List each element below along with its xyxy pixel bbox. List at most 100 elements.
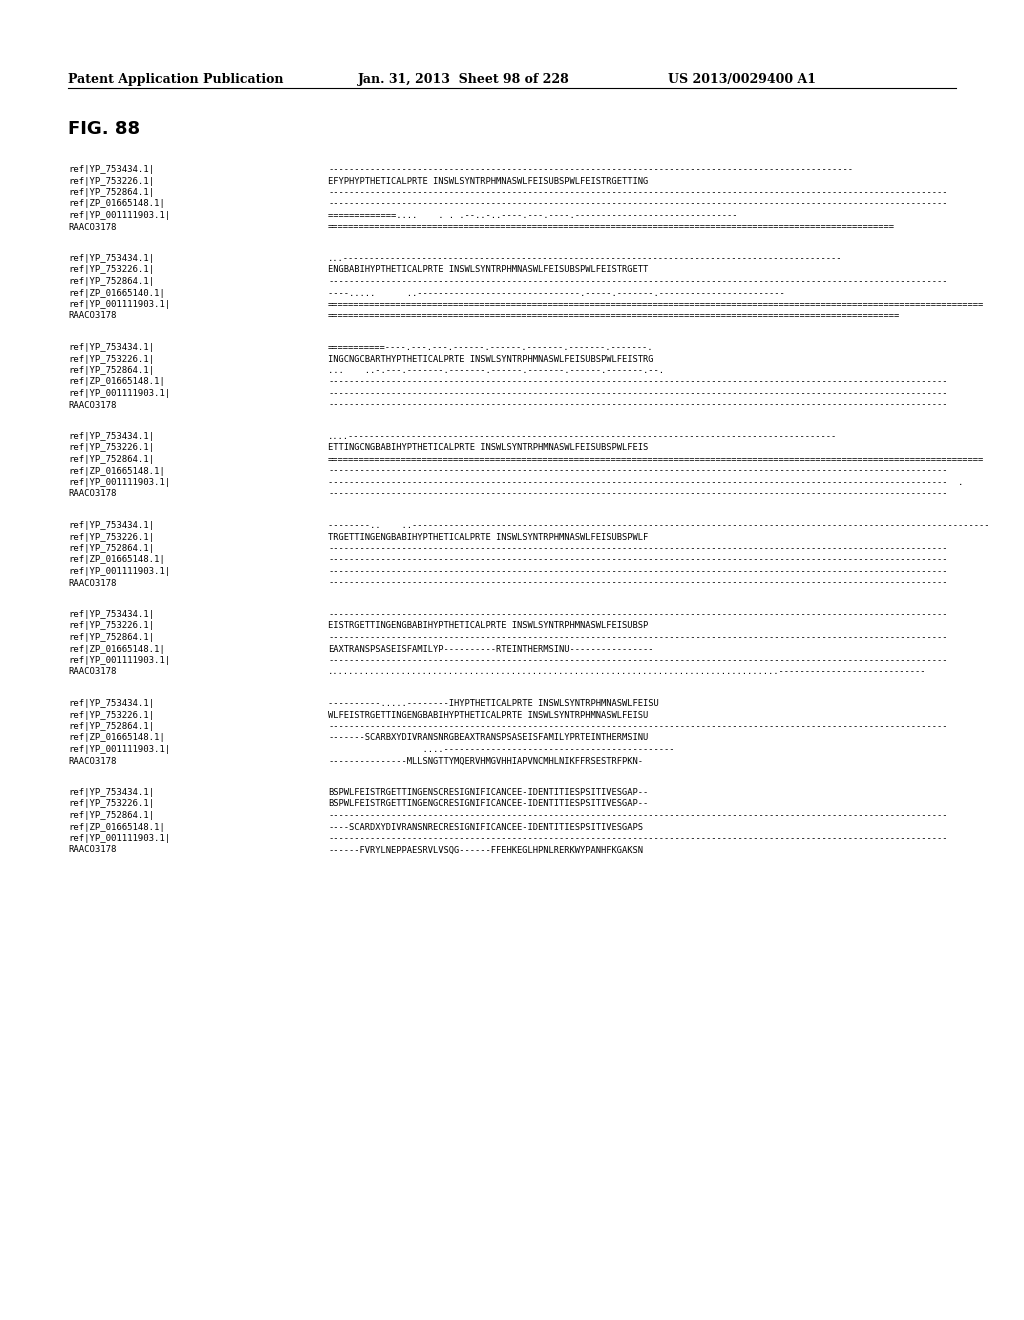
Text: ===========----.---.---.------.------.-------.-------.-------.: ===========----.---.---.------.------.--… <box>328 343 653 352</box>
Text: RAACO3178: RAACO3178 <box>68 668 117 676</box>
Text: ref|YP_752864.1|: ref|YP_752864.1| <box>68 187 154 197</box>
Text: =============....    . . .--..-..----.---.----.-------------------------------: =============.... . . .--..-..----.---.-… <box>328 211 737 220</box>
Text: RAACO3178: RAACO3178 <box>68 846 117 854</box>
Text: --------------------------------------------------------------------------------: ----------------------------------------… <box>328 165 853 174</box>
Text: ENGBABIHYPTHETICALPRTE INSWLSYNTRPHMNASWLFEISUBSPWLFEISTRGETT: ENGBABIHYPTHETICALPRTE INSWLSYNTRPHMNASW… <box>328 265 648 275</box>
Text: ref|YP_753434.1|: ref|YP_753434.1| <box>68 610 154 619</box>
Text: RAACO3178: RAACO3178 <box>68 490 117 499</box>
Text: ref|YP_753226.1|: ref|YP_753226.1| <box>68 800 154 808</box>
Text: ref|ZP_01665148.1|: ref|ZP_01665148.1| <box>68 556 165 565</box>
Text: RAACO3178: RAACO3178 <box>68 400 117 409</box>
Text: ref|YP_001111903.1|: ref|YP_001111903.1| <box>68 656 170 665</box>
Text: ref|YP_753226.1|: ref|YP_753226.1| <box>68 622 154 631</box>
Text: --------------------------------------------------------------------------------: ----------------------------------------… <box>328 556 947 565</box>
Text: ================================================================================: ========================================… <box>328 312 900 321</box>
Text: EISTRGETTINGENGBABIHYPTHETICALPRTE INSWLSYNTRPHMNASWLFEISUBSP: EISTRGETTINGENGBABIHYPTHETICALPRTE INSWL… <box>328 622 648 631</box>
Text: ref|YP_752864.1|: ref|YP_752864.1| <box>68 634 154 642</box>
Text: ref|YP_753434.1|: ref|YP_753434.1| <box>68 700 154 708</box>
Text: ref|YP_752864.1|: ref|YP_752864.1| <box>68 366 154 375</box>
Text: ref|YP_752864.1|: ref|YP_752864.1| <box>68 722 154 731</box>
Text: ref|YP_753226.1|: ref|YP_753226.1| <box>68 177 154 186</box>
Text: ref|YP_001111903.1|: ref|YP_001111903.1| <box>68 744 170 754</box>
Text: ref|YP_001111903.1|: ref|YP_001111903.1| <box>68 478 170 487</box>
Text: ================================================================================: ========================================… <box>328 300 984 309</box>
Text: RAACO3178: RAACO3178 <box>68 223 117 231</box>
Text: ref|YP_753226.1|: ref|YP_753226.1| <box>68 265 154 275</box>
Text: ref|ZP_01665148.1|: ref|ZP_01665148.1| <box>68 466 165 475</box>
Text: ref|YP_753434.1|: ref|YP_753434.1| <box>68 432 154 441</box>
Text: ref|YP_752864.1|: ref|YP_752864.1| <box>68 810 154 820</box>
Text: RAACO3178: RAACO3178 <box>68 756 117 766</box>
Text: ....--------------------------------------------: ....------------------------------------… <box>328 744 675 754</box>
Text: Patent Application Publication: Patent Application Publication <box>68 73 284 86</box>
Text: FIG. 88: FIG. 88 <box>68 120 140 139</box>
Text: ref|YP_753434.1|: ref|YP_753434.1| <box>68 521 154 531</box>
Text: RAACO3178: RAACO3178 <box>68 578 117 587</box>
Text: ref|YP_753434.1|: ref|YP_753434.1| <box>68 253 154 263</box>
Text: ref|YP_753226.1|: ref|YP_753226.1| <box>68 355 154 363</box>
Text: Jan. 31, 2013  Sheet 98 of 228: Jan. 31, 2013 Sheet 98 of 228 <box>358 73 569 86</box>
Text: --------------------------------------------------------------------------------: ----------------------------------------… <box>328 466 947 475</box>
Text: BSPWLFEISTRGETTINGENSCRESIGNIFICANCEE-IDENTITIESPSITIVESGAP--: BSPWLFEISTRGETTINGENSCRESIGNIFICANCEE-ID… <box>328 788 648 797</box>
Text: ================================================================================: ========================================… <box>328 455 984 465</box>
Text: INGCNGCBARTHYPTHETICALPRTE INSWLSYNTRPHMNASWLFEISUBSPWLFEISTRG: INGCNGCBARTHYPTHETICALPRTE INSWLSYNTRPHM… <box>328 355 653 363</box>
Text: ref|ZP_01665148.1|: ref|ZP_01665148.1| <box>68 378 165 387</box>
Text: --------------------------------------------------------------------------------: ----------------------------------------… <box>328 722 947 731</box>
Text: ref|YP_001111903.1|: ref|YP_001111903.1| <box>68 211 170 220</box>
Text: TRGETTINGENGBABIHYPTHETICALPRTE INSWLSYNTRPHMNASWLFEISUBSPWLF: TRGETTINGENGBABIHYPTHETICALPRTE INSWLSYN… <box>328 532 648 541</box>
Text: --------------------------------------------------------------------------------: ----------------------------------------… <box>328 400 947 409</box>
Text: --------------------------------------------------------------------------------: ----------------------------------------… <box>328 578 947 587</box>
Text: ref|YP_753434.1|: ref|YP_753434.1| <box>68 788 154 797</box>
Text: ref|YP_753226.1|: ref|YP_753226.1| <box>68 710 154 719</box>
Text: RAACO3178: RAACO3178 <box>68 312 117 321</box>
Text: ref|ZP_01665148.1|: ref|ZP_01665148.1| <box>68 199 165 209</box>
Text: ---------------MLLSNGTTYMQERVHMGVHHIAPVNCMHLNIKFFRSESTRFPKN-: ---------------MLLSNGTTYMQERVHMGVHHIAPVN… <box>328 756 643 766</box>
Text: --------------------------------------------------------------------------------: ----------------------------------------… <box>328 810 947 820</box>
Text: ref|ZP_01665148.1|: ref|ZP_01665148.1| <box>68 734 165 742</box>
Text: --------------------------------------------------------------------------------: ----------------------------------------… <box>328 478 964 487</box>
Text: ref|ZP_01665148.1|: ref|ZP_01665148.1| <box>68 644 165 653</box>
Text: ref|YP_001111903.1|: ref|YP_001111903.1| <box>68 834 170 843</box>
Text: --------------------------------------------------------------------------------: ----------------------------------------… <box>328 834 947 843</box>
Text: ref|YP_753434.1|: ref|YP_753434.1| <box>68 165 154 174</box>
Text: BSPWLFEISTRGETTINGENGCRESIGNIFICANCEE-IDENTITIESPSITIVESGAP--: BSPWLFEISTRGETTINGENGCRESIGNIFICANCEE-ID… <box>328 800 648 808</box>
Text: ref|YP_001111903.1|: ref|YP_001111903.1| <box>68 300 170 309</box>
Text: -------SCARBXYDIVRANSNRGBEAXTRANSPSASEISFAMILYPRTEINTHERMSINU: -------SCARBXYDIVRANSNRGBEAXTRANSPSASEIS… <box>328 734 648 742</box>
Text: ----.....      ..-------------------------------.-----.-------.-----------------: ----..... ..----------------------------… <box>328 289 784 297</box>
Text: ref|YP_752864.1|: ref|YP_752864.1| <box>68 544 154 553</box>
Text: --------------------------------------------------------------------------------: ----------------------------------------… <box>328 199 947 209</box>
Text: ....----------------------------------------------------------------------------: ....------------------------------------… <box>328 432 838 441</box>
Text: ------FVRYLNEPPAESRVLVSQG------FFEHKEGLHPNLRERKWYPANHFKGAKSN: ------FVRYLNEPPAESRVLVSQG------FFEHKEGLH… <box>328 846 643 854</box>
Text: WLFEISTRGETTINGENGBABIHYPTHETICALPRTE INSWLSYNTRPHMNASWLFEISU: WLFEISTRGETTINGENGBABIHYPTHETICALPRTE IN… <box>328 710 648 719</box>
Text: EAXTRANSPSASEISFAMILYP----------RTEINTHERMSINU----------------: EAXTRANSPSASEISFAMILYP----------RTEINTHE… <box>328 644 653 653</box>
Text: --------------------------------------------------------------------------------: ----------------------------------------… <box>328 656 947 665</box>
Text: ref|YP_752864.1|: ref|YP_752864.1| <box>68 277 154 286</box>
Text: ----------.....--------IHYPTHETICALPRTE INSWLSYNTRPHMNASWLFEISU: ----------.....--------IHYPTHETICALPRTE … <box>328 700 658 708</box>
Text: ETTINGCNGBABIHYPTHETICALPRTE INSWLSYNTRPHMNASWLFEISUBSPWLFEIS: ETTINGCNGBABIHYPTHETICALPRTE INSWLSYNTRP… <box>328 444 648 453</box>
Text: ref|YP_001111903.1|: ref|YP_001111903.1| <box>68 389 170 399</box>
Text: ...-----------------------------------------------------------------------------: ...-------------------------------------… <box>328 253 843 263</box>
Text: --------------------------------------------------------------------------------: ----------------------------------------… <box>328 277 947 286</box>
Text: --------..    ..----------------------------------------------------------------: --------.. ..---------------------------… <box>328 521 989 531</box>
Text: ref|ZP_01665140.1|: ref|ZP_01665140.1| <box>68 289 165 297</box>
Text: --------------------------------------------------------------------------------: ----------------------------------------… <box>328 490 947 499</box>
Text: EFYPHYPTHETICALPRTE INSWLSYNTRPHMNASWLFEISUBSPWLFEISTRGETTING: EFYPHYPTHETICALPRTE INSWLSYNTRPHMNASWLFE… <box>328 177 648 186</box>
Text: ref|YP_752864.1|: ref|YP_752864.1| <box>68 455 154 465</box>
Text: --------------------------------------------------------------------------------: ----------------------------------------… <box>328 610 947 619</box>
Text: ref|YP_001111903.1|: ref|YP_001111903.1| <box>68 568 170 576</box>
Text: --------------------------------------------------------------------------------: ----------------------------------------… <box>328 544 947 553</box>
Text: ................................................................................: ........................................… <box>328 668 927 676</box>
Text: ref|YP_753434.1|: ref|YP_753434.1| <box>68 343 154 352</box>
Text: ================================================================================: ========================================… <box>328 223 895 231</box>
Text: --------------------------------------------------------------------------------: ----------------------------------------… <box>328 187 947 197</box>
Text: ...    ..-.---.-------.-------.------.-------.------.-------.--.: ... ..-.---.-------.-------.------.-----… <box>328 366 664 375</box>
Text: --------------------------------------------------------------------------------: ----------------------------------------… <box>328 568 947 576</box>
Text: ----SCARDXYDIVRANSNRECRESIGNIFICANCEE-IDENTITIESPSITIVESGAPS: ----SCARDXYDIVRANSNRECRESIGNIFICANCEE-ID… <box>328 822 643 832</box>
Text: --------------------------------------------------------------------------------: ----------------------------------------… <box>328 378 947 387</box>
Text: ref|ZP_01665148.1|: ref|ZP_01665148.1| <box>68 822 165 832</box>
Text: US 2013/0029400 A1: US 2013/0029400 A1 <box>668 73 816 86</box>
Text: --------------------------------------------------------------------------------: ----------------------------------------… <box>328 389 947 399</box>
Text: ref|YP_753226.1|: ref|YP_753226.1| <box>68 532 154 541</box>
Text: --------------------------------------------------------------------------------: ----------------------------------------… <box>328 634 947 642</box>
Text: ref|YP_753226.1|: ref|YP_753226.1| <box>68 444 154 453</box>
